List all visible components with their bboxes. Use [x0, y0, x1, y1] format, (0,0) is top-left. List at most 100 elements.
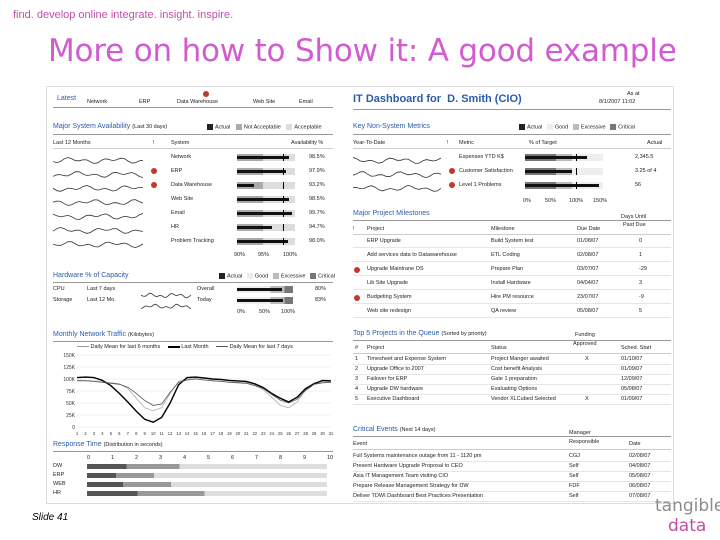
milestone-name: Prepare Plan: [491, 266, 524, 272]
milestone-project: Budgeting System: [367, 294, 412, 300]
event-manager: FDF: [569, 483, 580, 489]
hardware-status: Today: [197, 297, 212, 303]
availability-value: 97.9%: [309, 168, 325, 174]
metric-name: Expenses YTD K$: [459, 154, 504, 160]
col-header-period: Last 12 Months: [53, 140, 91, 146]
col-header-project: Project: [367, 345, 385, 351]
event-manager: Self: [569, 473, 579, 479]
series-line-1: [76, 378, 332, 412]
section-title-network: Monthly Network Traffic (Kilobytes): [53, 331, 154, 338]
target-tick: [283, 196, 285, 203]
row-divider: [353, 501, 671, 502]
slide-title: More on how to Show it: A good example: [48, 33, 677, 69]
hardware-value: 80%: [315, 286, 327, 292]
x-tick-label: 14: [185, 431, 190, 436]
x-tick-label: 13: [176, 431, 181, 436]
row-divider: [353, 289, 671, 290]
tagline: find. develop online integrate. insight.…: [13, 9, 234, 21]
milestone-days: 5: [639, 308, 643, 314]
milestone-due: 03/07/07: [577, 266, 599, 272]
x-tick-label: 4: [101, 431, 104, 436]
response-row-label: ERP: [53, 472, 65, 478]
sparkline: [352, 180, 442, 198]
milestone-name: QA review: [491, 308, 517, 314]
alert-dot: [151, 168, 157, 174]
sparkline: [52, 222, 144, 240]
row-divider: [353, 247, 671, 248]
response-scale-label: 1: [111, 455, 115, 461]
alert-dot: [354, 267, 360, 273]
event-date: 06/08/07: [629, 483, 651, 489]
target-bar-fill: [525, 170, 572, 173]
divider: [53, 451, 333, 452]
response-scale-label: 0: [87, 455, 91, 461]
x-tick-label: 30: [320, 431, 325, 436]
milestone-days: -9: [639, 294, 644, 300]
y-tick-label: 75K: [66, 389, 76, 395]
col-header-target: % of Target: [529, 140, 557, 146]
x-tick-label: 27: [295, 431, 300, 436]
tab-network[interactable]: Network: [87, 99, 108, 105]
col-header-event: Event: [353, 441, 368, 447]
y-tick-label: 0: [72, 425, 75, 431]
tab-latest[interactable]: Latest: [57, 95, 77, 102]
scale-label: 50%: [259, 309, 271, 315]
scale-label: 95%: [258, 252, 270, 258]
system-name: HR: [171, 224, 179, 230]
response-bar: [87, 482, 327, 487]
row-divider: [353, 384, 671, 385]
x-tick-label: 29: [312, 431, 317, 436]
queue-status: Gate 1 preparation: [491, 376, 537, 382]
target-tick: [576, 168, 578, 175]
series-line-2: [76, 376, 332, 423]
row-divider: [353, 461, 671, 462]
target-bar-fill: [525, 156, 588, 159]
col-header-project: Project: [367, 226, 385, 232]
system-name: Web Site: [171, 196, 194, 202]
availability-value: 93.2%: [309, 182, 325, 188]
sparkline: [140, 297, 192, 315]
divider: [53, 134, 333, 135]
milestone-days: -29: [639, 266, 647, 272]
tab-web-site[interactable]: Web Site: [253, 99, 276, 105]
milestone-project: ERP Upgrade: [367, 238, 401, 244]
availability-bar: [237, 238, 295, 245]
response-scale-label: 5: [207, 455, 211, 461]
row-divider: [353, 491, 671, 492]
x-tick-label: 9: [144, 431, 147, 436]
availability-bar: [237, 182, 295, 189]
response-scale-label: 6: [231, 455, 235, 461]
col-header-date: Date: [629, 441, 641, 447]
milestone-project: Web site redesign: [367, 308, 411, 314]
availability-bar: [237, 168, 295, 175]
x-tick-label: 3: [93, 431, 96, 436]
sparkline: [352, 152, 442, 170]
col-header-system: System: [171, 140, 190, 146]
col-header-manager-b: Responsible: [569, 439, 600, 445]
target-bar: [525, 154, 603, 161]
availability-value: 99.7%: [309, 210, 325, 216]
response-row-label: HR: [53, 490, 61, 496]
y-tick-label: 25K: [66, 413, 76, 419]
tab-email[interactable]: Email: [299, 99, 313, 105]
event-date: 04/08/07: [629, 463, 651, 469]
y-tick-label: 125K: [63, 365, 75, 371]
x-tick-label: 5: [110, 431, 113, 436]
metric-name: Level 1 Problems: [459, 182, 502, 188]
response-scale-label: 9: [303, 455, 307, 461]
tab-erp[interactable]: ERP: [139, 99, 151, 105]
queue-num: 4: [355, 386, 359, 392]
divider: [353, 353, 671, 354]
series-line-3: [77, 378, 332, 406]
col-header-days-a: Days Until: [621, 214, 647, 220]
sparkline: [52, 208, 144, 226]
availability-bar-fill: [237, 184, 255, 187]
hardware-value: 83%: [315, 297, 327, 303]
queue-project: Upgrade Office to 2007: [367, 366, 424, 372]
sparkline: [52, 236, 144, 254]
queue-project: Timesheet and Expense System: [367, 356, 446, 362]
metric-name: Customer Satisfaction: [459, 168, 513, 174]
milestone-project: Upgrade Maintrane OS: [367, 266, 424, 272]
tab-data-warehouse[interactable]: Data Warehouse: [177, 99, 219, 105]
